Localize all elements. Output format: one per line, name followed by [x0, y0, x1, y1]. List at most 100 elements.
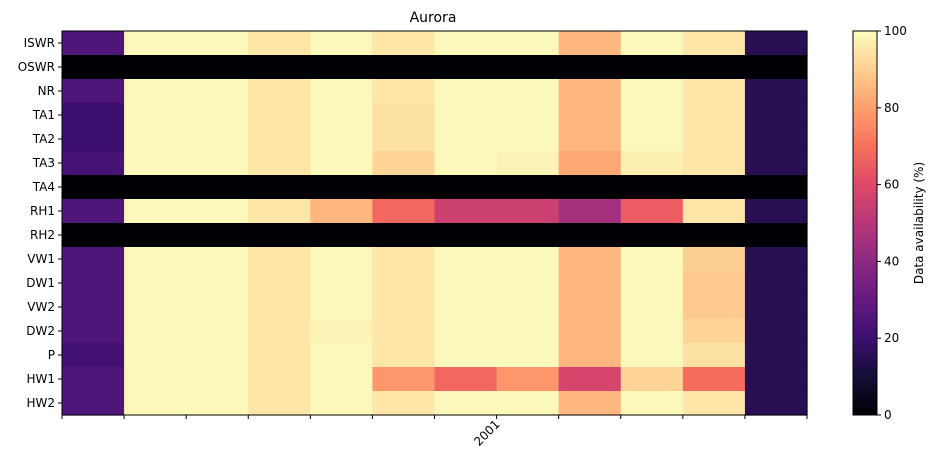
- heatmap-cell: [496, 391, 560, 416]
- heatmap-cell: [186, 391, 249, 416]
- heatmap-cell: [186, 31, 249, 56]
- heatmap-cell: [248, 367, 311, 392]
- heatmap-cell: [682, 175, 746, 200]
- heatmap-cell: [248, 127, 311, 152]
- heatmap-cell: [186, 55, 249, 80]
- heatmap-cell: [372, 223, 436, 248]
- heatmap-cell: [310, 223, 374, 248]
- heatmap-cell: [124, 175, 187, 200]
- heatmap-cell: [310, 271, 374, 296]
- row-label: HW1: [26, 372, 55, 386]
- heatmap-cell: [496, 295, 560, 320]
- row-label: TA2: [32, 132, 55, 146]
- heatmap-cell: [372, 271, 436, 296]
- heatmap-cell: [620, 271, 684, 296]
- colorbar-tick-label: 80: [884, 101, 899, 115]
- row-label: VW2: [27, 300, 55, 314]
- heatmap-cell: [62, 199, 125, 224]
- heatmap-cell: [62, 103, 125, 128]
- heatmap-cell: [62, 391, 125, 416]
- heatmap-cell: [682, 295, 746, 320]
- heatmap-cell: [744, 175, 808, 200]
- heatmap-cell: [62, 367, 125, 392]
- heatmap-cell: [124, 103, 187, 128]
- heatmap-cell: [558, 127, 622, 152]
- heatmap-cell: [496, 151, 560, 176]
- heatmap-cell: [744, 223, 808, 248]
- heatmap-cell: [496, 175, 560, 200]
- heatmap-cell: [744, 103, 808, 128]
- heatmap-cell: [620, 319, 684, 344]
- chart-title: Aurora: [410, 10, 457, 26]
- heatmap-cell: [434, 319, 498, 344]
- heatmap-cell: [372, 319, 436, 344]
- heatmap-cell: [62, 271, 125, 296]
- heatmap-cell: [558, 343, 622, 368]
- heatmap-cell: [434, 55, 498, 80]
- heatmap-cell: [310, 247, 374, 272]
- heatmap-cell: [620, 247, 684, 272]
- heatmap-cell: [434, 223, 498, 248]
- colorbar-tick-label: 0: [884, 408, 892, 422]
- heatmap-cell: [372, 31, 436, 56]
- heatmap-cell: [248, 103, 311, 128]
- heatmap-cell: [372, 199, 436, 224]
- row-label: OSWR: [18, 60, 55, 74]
- colorbar: 0 20 40 60 80 100: [852, 24, 907, 422]
- heatmap-cell: [372, 127, 436, 152]
- heatmap-cell: [620, 31, 684, 56]
- row-label: VW1: [27, 252, 55, 266]
- heatmap-cell: [620, 295, 684, 320]
- heatmap-cell: [558, 247, 622, 272]
- heatmap-cell: [248, 151, 311, 176]
- heatmap-cell: [558, 199, 622, 224]
- heatmap-cell: [124, 223, 187, 248]
- heatmap-cell: [310, 151, 374, 176]
- heatmap-cell: [248, 319, 311, 344]
- heatmap-cell: [744, 343, 808, 368]
- heatmap-cell: [744, 391, 808, 416]
- heatmap-cell: [248, 247, 311, 272]
- heatmap-cell: [186, 223, 249, 248]
- colorbar-label: Data availability (%): [912, 162, 926, 284]
- row-label: TA4: [32, 180, 55, 194]
- heatmap-cell: [248, 295, 311, 320]
- heatmap-cell: [372, 295, 436, 320]
- heatmap-cell: [310, 391, 374, 416]
- heatmap-cell: [496, 319, 560, 344]
- colorbar-tick-label: 40: [884, 254, 899, 268]
- heatmap-cells: [62, 31, 808, 416]
- heatmap-cell: [682, 367, 746, 392]
- heatmap-cell: [248, 199, 311, 224]
- heatmap-cell: [372, 55, 436, 80]
- heatmap-cell: [682, 127, 746, 152]
- colorbar-tick-label: 100: [884, 24, 907, 38]
- heatmap-cell: [682, 151, 746, 176]
- heatmap-cell: [434, 295, 498, 320]
- heatmap-cell: [558, 391, 622, 416]
- heatmap-cell: [248, 391, 311, 416]
- heatmap-cell: [682, 55, 746, 80]
- heatmap-cell: [682, 103, 746, 128]
- heatmap-cell: [248, 223, 311, 248]
- heatmap-cell: [434, 127, 498, 152]
- heatmap-cell: [186, 295, 249, 320]
- heatmap-cell: [434, 151, 498, 176]
- heatmap-cell: [434, 391, 498, 416]
- heatmap-cell: [434, 343, 498, 368]
- heatmap-cell: [372, 79, 436, 104]
- heatmap-cell: [372, 367, 436, 392]
- heatmap-cell: [682, 223, 746, 248]
- heatmap-cell: [62, 223, 125, 248]
- heatmap-cell: [186, 319, 249, 344]
- heatmap-cell: [248, 31, 311, 56]
- heatmap-cell: [248, 55, 311, 80]
- heatmap-cell: [682, 199, 746, 224]
- heatmap-cell: [496, 247, 560, 272]
- heatmap-cell: [620, 223, 684, 248]
- heatmap-cell: [558, 151, 622, 176]
- heatmap-cell: [434, 103, 498, 128]
- row-label: P: [48, 348, 55, 362]
- heatmap-cell: [186, 199, 249, 224]
- heatmap-cell: [682, 343, 746, 368]
